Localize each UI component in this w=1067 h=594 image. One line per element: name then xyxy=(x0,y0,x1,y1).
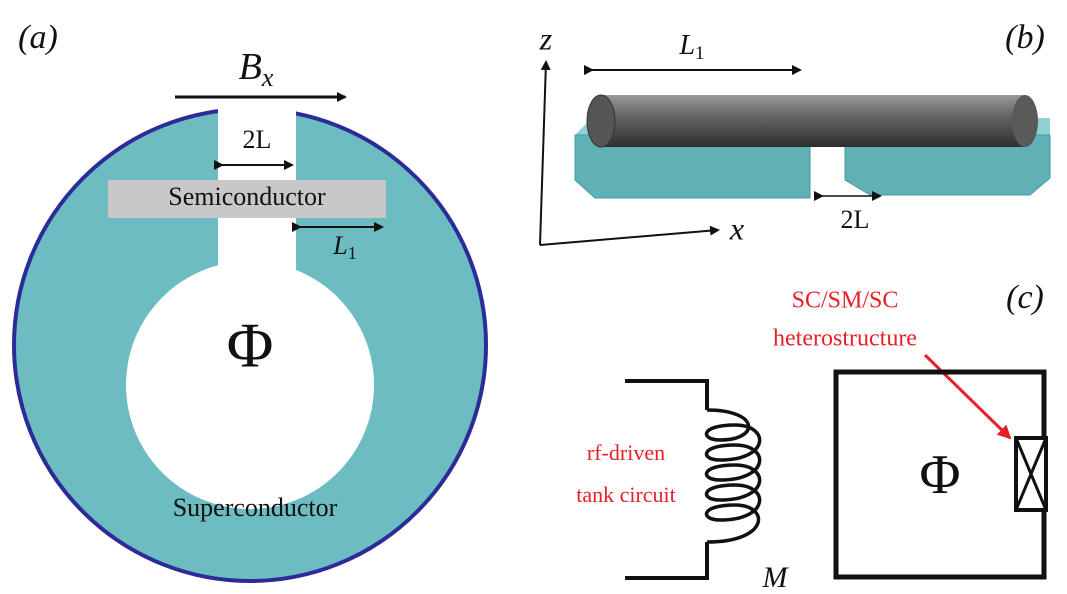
mutual-label: M xyxy=(762,561,790,594)
x-label: x xyxy=(729,210,744,246)
semiconductor-label: Semiconductor xyxy=(168,182,326,211)
panel-c: (c) SC/SM/SC heterostructure Φ rf-driven… xyxy=(576,279,1048,594)
junction-label: SC/SM/SC xyxy=(792,288,899,314)
length-label: L1 xyxy=(332,231,356,263)
tank-label: rf-driven xyxy=(587,440,665,465)
junction-pointer xyxy=(923,353,1012,440)
panel-b: (b) z x L1 2L xyxy=(539,19,1051,246)
semiconductor-bar xyxy=(108,180,386,218)
nanowire xyxy=(600,95,1025,147)
tank-leads xyxy=(625,379,709,580)
nanowire-end xyxy=(1012,95,1038,147)
ring-hole xyxy=(126,261,374,509)
flux-label: Φ xyxy=(920,444,961,506)
panel-label: (b) xyxy=(1005,19,1045,56)
field-label: Bx xyxy=(239,46,274,92)
superconductor-label: Superconductor xyxy=(173,493,338,522)
z-axis xyxy=(539,60,551,246)
z-label: z xyxy=(539,20,553,56)
panel-label: (a) xyxy=(18,19,58,56)
tank-label: tank circuit xyxy=(576,482,676,507)
junction-cross xyxy=(1014,437,1048,511)
flux-label: Φ xyxy=(227,310,274,381)
length-label: L1 xyxy=(678,30,704,64)
gap-label: 2L xyxy=(841,205,870,234)
gap-label: 2L xyxy=(243,125,272,154)
block-right xyxy=(844,134,1051,196)
x-axis xyxy=(539,225,720,246)
panel-label: (c) xyxy=(1006,279,1044,316)
panel-a: (a) Bx 2L Semiconductor L1 Φ Superconduc… xyxy=(12,19,488,583)
nanowire-face xyxy=(586,94,616,148)
coil xyxy=(704,408,762,544)
junction-label: heterostructure xyxy=(773,326,917,352)
